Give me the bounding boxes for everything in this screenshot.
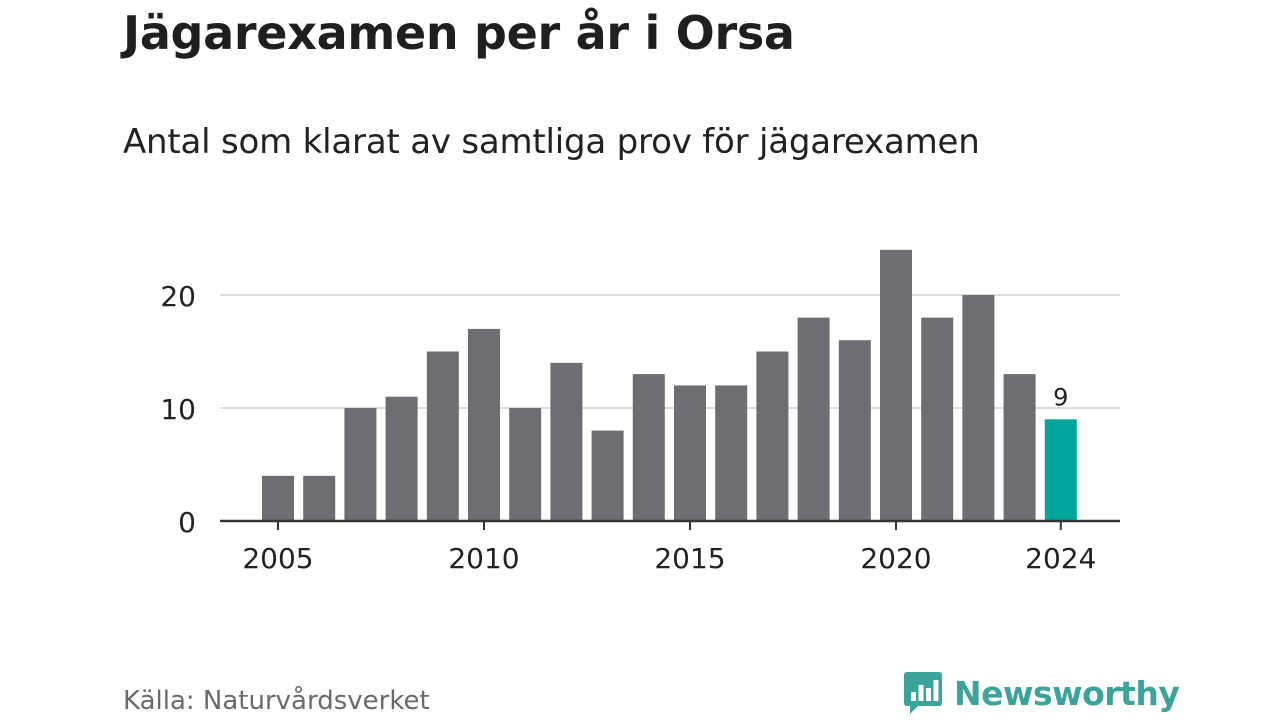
x-tick-label: 2020 [860, 542, 931, 575]
bar-2023 [1003, 374, 1036, 521]
y-tick-label: 20 [160, 280, 196, 313]
axes [220, 519, 1120, 530]
bar-2013 [591, 430, 624, 521]
bar-2006 [303, 475, 336, 521]
bar-2015 [674, 385, 706, 521]
bar-2011 [509, 408, 542, 521]
brand-name: Newsworthy [954, 673, 1180, 713]
x-tick-label: 2010 [448, 542, 519, 575]
newsworthy-logo-icon [904, 672, 942, 714]
brand-logo: Newsworthy [902, 670, 1180, 716]
bar-2009 [426, 351, 459, 521]
bar-2007 [344, 408, 377, 521]
bar-2020 [880, 249, 912, 522]
y-tick-label: 0 [178, 506, 196, 539]
bar-2019 [838, 340, 871, 521]
bar-2014 [632, 374, 665, 521]
source-note: Källa: Naturvårdsverket [123, 686, 430, 716]
labels: 0 10 20 2005 2010 2015 2020 2024 9 [160, 280, 1096, 575]
x-tick-label: 2015 [654, 542, 725, 575]
bar-2024 [1044, 419, 1077, 521]
chart-title: Jägarexamen per år i Orsa [123, 6, 795, 60]
bar-2021 [921, 317, 954, 521]
chart-subtitle: Antal som klarat av samtliga prov för jä… [123, 122, 980, 162]
bar-2022 [962, 295, 995, 521]
bar-2016 [715, 385, 748, 521]
bar-2010 [468, 328, 500, 521]
bar-2005 [262, 475, 294, 521]
bar-2017 [756, 351, 789, 521]
y-tick-label: 10 [160, 393, 196, 426]
bar-2012 [550, 362, 583, 521]
bar-2018 [797, 317, 830, 521]
bars [262, 249, 1077, 522]
bar-2008 [385, 396, 418, 521]
x-tick-label: 2024 [1025, 542, 1096, 575]
x-tick-label: 2005 [242, 542, 313, 575]
bar-value-label: 9 [1053, 383, 1068, 411]
